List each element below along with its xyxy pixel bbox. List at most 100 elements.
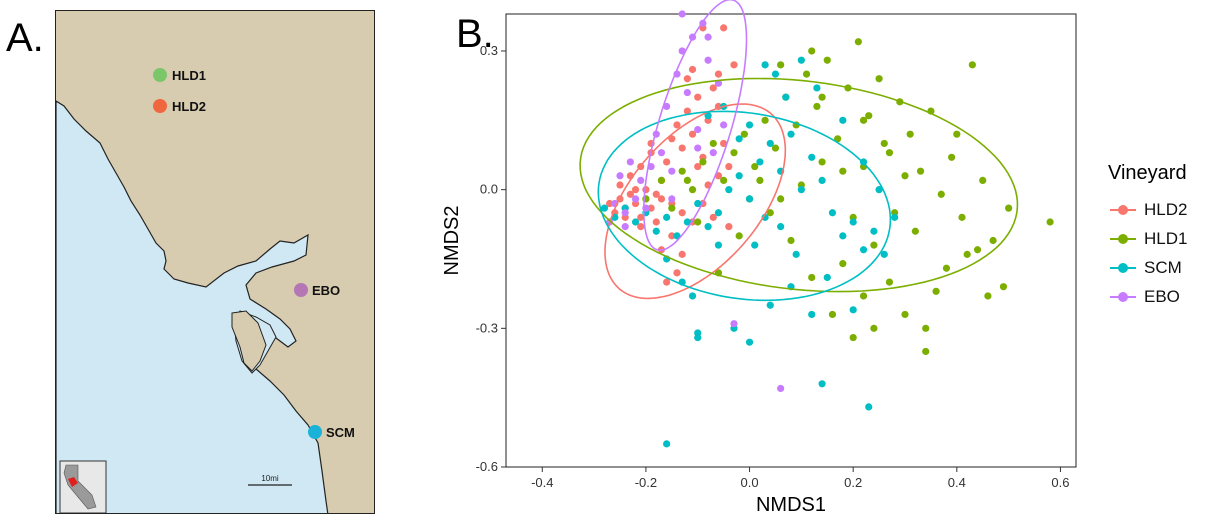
panel-b-label: B. <box>456 12 494 56</box>
point-scm <box>875 186 883 194</box>
point-scm <box>859 246 868 254</box>
x-tick-label: 0.2 <box>844 475 862 490</box>
ellipse-ebo <box>643 0 748 252</box>
point-scm <box>683 218 691 226</box>
point-hld2 <box>683 107 691 115</box>
legend-key-hld2 <box>1108 203 1138 217</box>
x-axis-title: NMDS1 <box>756 494 826 516</box>
point-scm <box>766 301 774 309</box>
point-ebo <box>730 320 738 328</box>
point-scm <box>714 241 723 249</box>
point-scm <box>813 84 821 92</box>
point-ebo <box>694 144 702 152</box>
point-ebo <box>694 125 702 134</box>
point-hld1 <box>849 333 857 342</box>
legend: Vineyard HLD2 HLD1 SCM EBO <box>1108 162 1187 311</box>
point-hld2 <box>647 204 655 212</box>
point-ebo <box>683 88 691 97</box>
site-map: 10mi HLD1 HLD2 EBO SCM <box>55 10 375 514</box>
point-scm <box>818 380 826 388</box>
point-scm <box>849 218 857 226</box>
point-scm <box>611 213 619 221</box>
point-hld2 <box>616 181 624 189</box>
point-hld1 <box>953 130 961 138</box>
point-hld1 <box>1046 218 1054 226</box>
legend-key-ebo <box>1108 290 1138 304</box>
point-hld1 <box>777 61 785 69</box>
legend-item-ebo: EBO <box>1108 282 1187 311</box>
point-hld2 <box>652 190 660 198</box>
point-hld2 <box>673 269 681 277</box>
point-ebo <box>720 121 728 129</box>
point-hld1 <box>709 139 717 148</box>
point-scm <box>652 227 660 235</box>
point-hld1 <box>901 172 909 180</box>
point-hld2 <box>688 130 697 138</box>
point-ebo <box>704 33 712 41</box>
point-scm <box>823 273 831 282</box>
point-scm <box>751 241 759 249</box>
y-tick-label: 0.0 <box>480 182 498 197</box>
point-hld2 <box>709 213 717 221</box>
point-hld2 <box>725 162 733 171</box>
inset-highlight <box>68 477 78 487</box>
point-scm <box>818 176 826 185</box>
point-hld1 <box>870 324 878 332</box>
point-scm <box>771 70 780 78</box>
point-scm <box>745 338 754 346</box>
point-scm <box>828 209 837 217</box>
point-hld2 <box>668 135 676 143</box>
site-label-hld1: HLD1 <box>172 68 206 83</box>
point-hld1 <box>932 287 940 295</box>
point-scm <box>704 112 712 120</box>
point-ebo <box>631 195 640 203</box>
point-ebo <box>714 79 723 87</box>
y-axis-title: NMDS2 <box>441 205 463 275</box>
point-hld2 <box>694 162 702 171</box>
point-ebo <box>657 149 666 157</box>
point-hld1 <box>766 209 774 217</box>
site-marker-hld2 <box>153 99 167 113</box>
legend-label-hld2: HLD2 <box>1144 199 1188 219</box>
point-hld2 <box>720 24 728 32</box>
point-hld2 <box>678 250 686 258</box>
point-ebo <box>616 172 624 180</box>
point-scm <box>761 61 769 69</box>
point-hld1 <box>839 260 847 268</box>
point-scm <box>777 223 785 231</box>
point-hld1 <box>668 204 676 212</box>
point-ebo <box>668 195 676 203</box>
point-hld2 <box>730 61 738 69</box>
point-hld2 <box>663 158 671 166</box>
point-hld2 <box>673 121 681 129</box>
point-hld2 <box>637 223 645 231</box>
point-hld1 <box>948 153 956 161</box>
point-hld1 <box>683 176 691 185</box>
point-hld1 <box>751 162 759 171</box>
legend-label-ebo: EBO <box>1144 286 1180 306</box>
legend-title: Vineyard <box>1108 162 1187 184</box>
point-hld1 <box>694 218 702 226</box>
point-scm <box>870 227 878 235</box>
point-ebo <box>663 102 671 111</box>
point-scm <box>631 218 640 226</box>
point-hld1 <box>859 116 868 124</box>
point-hld2 <box>694 93 702 101</box>
point-hld1 <box>771 144 780 152</box>
point-scm <box>782 93 790 101</box>
ellipse-hld2 <box>604 103 787 300</box>
point-hld1 <box>761 116 769 124</box>
point-scm <box>600 204 609 212</box>
point-hld1 <box>942 264 951 272</box>
point-hld1 <box>865 112 873 120</box>
inset-california <box>63 464 97 510</box>
point-hld1 <box>657 176 666 185</box>
point-ebo <box>626 158 634 166</box>
panel-a-label: A. <box>6 16 44 60</box>
point-hld1 <box>916 167 925 175</box>
point-hld2 <box>688 65 697 74</box>
point-hld1 <box>818 93 826 101</box>
point-hld1 <box>854 38 862 46</box>
point-ebo <box>678 10 686 18</box>
legend-item-hld2: HLD2 <box>1108 195 1187 224</box>
